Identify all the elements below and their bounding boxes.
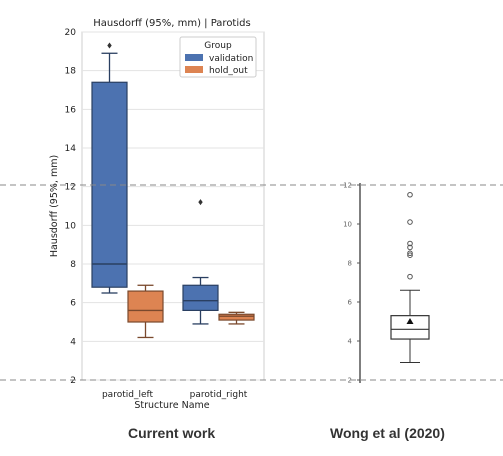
y-tick-label: 10 <box>343 221 352 229</box>
outlier-point <box>407 191 413 198</box>
y-tick-label: 16 <box>65 105 77 115</box>
y-tick-label: 20 <box>65 28 77 38</box>
right-box-plot: 2 4 6 8 10 12 <box>343 182 430 385</box>
x-tick-label: parotid_right <box>190 390 248 400</box>
outlier-point <box>407 252 413 258</box>
y-tick-label: 10 <box>65 221 77 231</box>
box-validation-parotid_right <box>182 199 219 325</box>
box-hold_out-parotid_right <box>218 311 255 325</box>
legend-label-validation: validation <box>209 54 253 64</box>
left-x-tick-labels: parotid_left parotid_right <box>102 390 248 400</box>
right-y-tick-labels: 2 4 6 8 10 12 <box>343 182 360 385</box>
box-body <box>182 284 219 311</box>
y-tick-label: 8 <box>348 260 352 268</box>
outlier-point <box>407 219 413 225</box>
y-tick-label: 4 <box>70 337 76 347</box>
outlier-point <box>198 199 203 206</box>
legend-title: Group <box>204 41 232 51</box>
outlier-point <box>407 240 413 247</box>
left-chart-title: Hausdorff (95%, mm) | Parotids <box>93 18 250 29</box>
reference-lines <box>0 184 503 381</box>
x-tick-label: parotid_left <box>102 390 154 400</box>
y-tick-label: 18 <box>65 67 77 77</box>
box-body <box>127 290 164 323</box>
y-tick-label: 12 <box>65 183 76 193</box>
y-tick-label: 14 <box>65 144 77 154</box>
mean-marker <box>406 318 414 324</box>
left-y-axis-label: Hausdorff (95%, mm) <box>49 155 60 257</box>
outlier-point <box>407 250 413 257</box>
right-box <box>390 191 430 363</box>
outlier-point <box>407 244 413 251</box>
y-tick-label: 2 <box>70 376 76 386</box>
caption-current-work: Current work <box>128 425 216 441</box>
caption-wong-et-al: Wong et al (2020) <box>330 425 445 441</box>
box-body <box>390 315 430 340</box>
legend-swatch-validation <box>185 54 203 61</box>
y-tick-label: 6 <box>70 299 76 309</box>
outlier-point <box>107 42 112 49</box>
left-box-plot: Hausdorff (95%, mm) | Parotids 2 4 6 8 10 12 1… <box>49 18 265 411</box>
y-tick-label: 12 <box>343 182 352 190</box>
legend: Group validation hold_out <box>179 36 257 78</box>
y-tick-label: 4 <box>348 338 353 346</box>
legend-swatch-hold-out <box>185 66 203 73</box>
outlier-point <box>407 273 413 280</box>
left-x-axis-label: Structure Name <box>134 400 209 411</box>
legend-label-hold-out: hold_out <box>209 66 248 76</box>
left-boxes <box>91 42 255 339</box>
y-tick-label: 6 <box>348 299 353 307</box>
box-hold_out-parotid_left <box>127 284 164 339</box>
left-y-tick-labels: 2 4 6 8 10 12 14 16 18 20 <box>65 28 77 386</box>
box-body <box>218 313 255 321</box>
y-tick-label: 8 <box>70 260 76 270</box>
y-tick-label: 2 <box>348 377 352 385</box>
